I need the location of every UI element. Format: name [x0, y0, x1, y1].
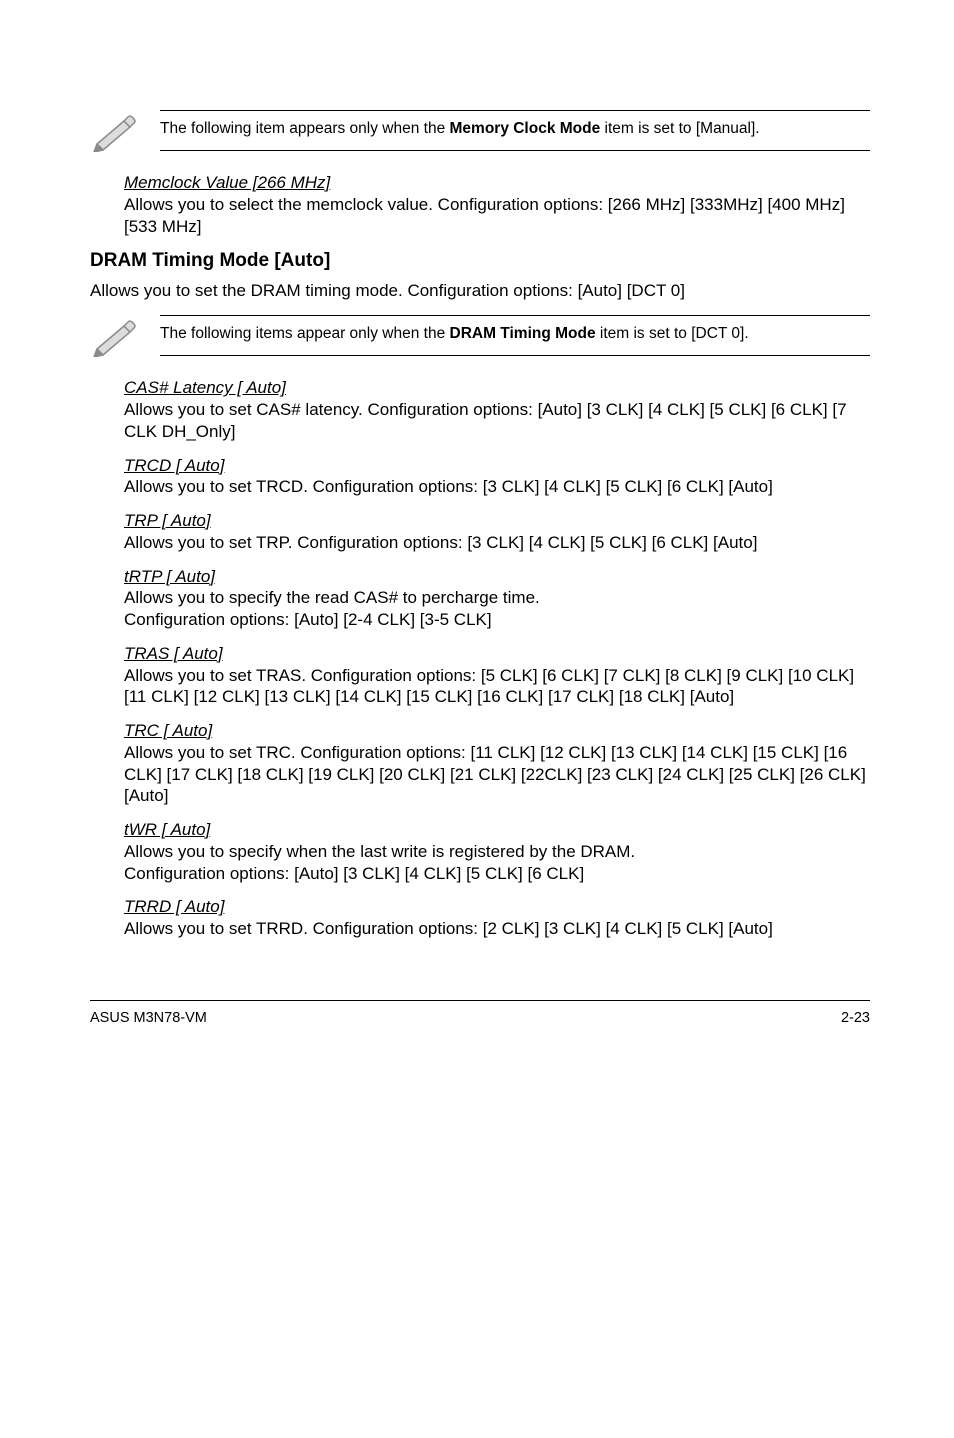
note-text-bold: Memory Clock Mode — [450, 120, 601, 137]
option-body: Allows you to set CAS# latency. Configur… — [124, 399, 870, 443]
option-head: TRAS [ Auto] — [124, 643, 870, 665]
option-body: Configuration options: [Auto] [2-4 CLK] … — [124, 609, 870, 631]
option-memclock: Memclock Value [266 MHz] Allows you to s… — [124, 172, 870, 237]
note-text-a: The following items appear only when the — [160, 325, 450, 342]
footer-left: ASUS M3N78-VM — [90, 1009, 207, 1028]
option-body: Allows you to specify when the last writ… — [124, 841, 870, 863]
note-text-b: item is set to [DCT 0]. — [596, 325, 749, 342]
option-cas: CAS# Latency [ Auto] Allows you to set C… — [124, 377, 870, 442]
option-trcd: TRCD [ Auto] Allows you to set TRCD. Con… — [124, 455, 870, 499]
note-text: The following items appear only when the… — [160, 315, 870, 356]
option-head: TRC [ Auto] — [124, 720, 870, 742]
note-memory-clock: The following item appears only when the… — [90, 110, 870, 152]
section-body: Allows you to set the DRAM timing mode. … — [90, 280, 870, 302]
option-trrd: TRRD [ Auto] Allows you to set TRRD. Con… — [124, 896, 870, 940]
option-head: TRP [ Auto] — [124, 510, 870, 532]
note-text: The following item appears only when the… — [160, 110, 870, 151]
note-text-bold: DRAM Timing Mode — [450, 325, 596, 342]
option-body: Allows you to specify the read CAS# to p… — [124, 587, 870, 609]
pencil-icon — [90, 315, 160, 357]
option-head: Memclock Value [266 MHz] — [124, 172, 870, 194]
note-dram-timing: The following items appear only when the… — [90, 315, 870, 357]
note-text-a: The following item appears only when the — [160, 120, 450, 137]
option-head: tWR [ Auto] — [124, 819, 870, 841]
page-footer: ASUS M3N78-VM 2-23 — [90, 1000, 870, 1028]
option-body: Allows you to set TRC. Configuration opt… — [124, 742, 870, 807]
option-body: Allows you to set TRRD. Configuration op… — [124, 918, 870, 940]
footer-right: 2-23 — [841, 1009, 870, 1028]
option-body: Allows you to select the memclock value.… — [124, 194, 870, 238]
option-body: Configuration options: [Auto] [3 CLK] [4… — [124, 863, 870, 885]
option-head: tRTP [ Auto] — [124, 566, 870, 588]
section-dram-timing: DRAM Timing Mode [Auto] — [90, 249, 870, 273]
option-body: Allows you to set TRCD. Configuration op… — [124, 476, 870, 498]
option-head: TRCD [ Auto] — [124, 455, 870, 477]
option-trc: TRC [ Auto] Allows you to set TRC. Confi… — [124, 720, 870, 807]
option-twr: tWR [ Auto] Allows you to specify when t… — [124, 819, 870, 884]
option-trtp: tRTP [ Auto] Allows you to specify the r… — [124, 566, 870, 631]
note-text-b: item is set to [Manual]. — [600, 120, 759, 137]
option-body: Allows you to set TRP. Configuration opt… — [124, 532, 870, 554]
option-head: TRRD [ Auto] — [124, 896, 870, 918]
option-body: Allows you to set TRAS. Configuration op… — [124, 665, 870, 709]
option-trp: TRP [ Auto] Allows you to set TRP. Confi… — [124, 510, 870, 554]
option-tras: TRAS [ Auto] Allows you to set TRAS. Con… — [124, 643, 870, 708]
pencil-icon — [90, 110, 160, 152]
option-head: CAS# Latency [ Auto] — [124, 377, 870, 399]
